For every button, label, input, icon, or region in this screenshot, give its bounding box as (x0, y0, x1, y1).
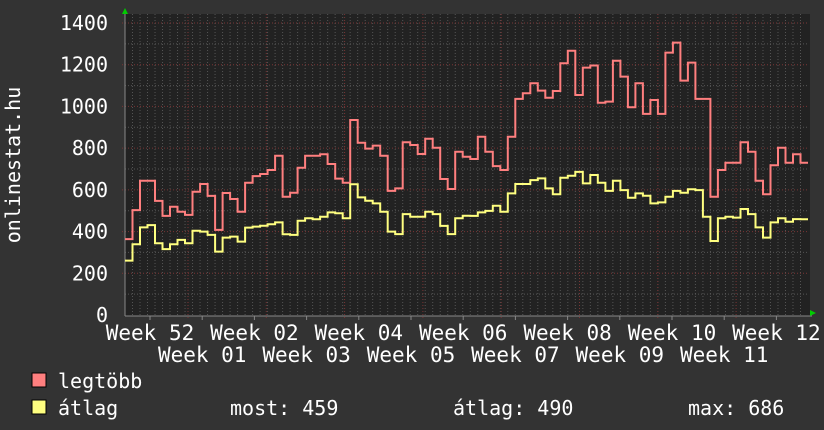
stat-atlag: átlag: 490 (453, 396, 573, 420)
y-axis-arrow-icon (122, 8, 128, 14)
y-tick-label: 1000 (60, 94, 108, 118)
series-line-legtobb (125, 41, 808, 241)
legend-label-atlag: átlag (58, 396, 118, 420)
y-tick-label: 0 (96, 303, 108, 327)
y-tick-label: 800 (72, 136, 108, 160)
x-tick-label: Week 11 (680, 343, 769, 367)
stat-most: most: 459 (230, 396, 338, 420)
x-tick-label: Week 07 (471, 343, 560, 367)
y-tick-label: 1400 (60, 11, 108, 35)
x-tick-label: Week 04 (315, 321, 404, 345)
legend-label-legtobb: legtöbb (58, 369, 142, 393)
x-tick-label: Week 06 (419, 321, 508, 345)
y-tick-label: 600 (72, 178, 108, 202)
x-tick-label: Week 09 (576, 343, 665, 367)
y-tick-label: 200 (72, 261, 108, 285)
y-tick-label: 1200 (60, 53, 108, 77)
y-tick-labels: 0 200 400 600 800 1000 1200 1400 (60, 11, 108, 327)
x-tick-label: Week 05 (367, 343, 456, 367)
x-tick-label: Week 03 (262, 343, 351, 367)
x-tick-label: Week 02 (210, 321, 299, 345)
plot-area (125, 14, 810, 316)
y-axis-label: onlinestat.hu (1, 87, 25, 244)
x-tick-label: Week 01 (158, 343, 247, 367)
series-line-atlag (125, 170, 808, 262)
series-group (125, 41, 808, 262)
x-tick-label: Week 12 (732, 321, 821, 345)
legend-swatch-legtobb (31, 372, 47, 388)
x-tick-label: Week 08 (523, 321, 612, 345)
legend-swatch-atlag (31, 399, 47, 415)
x-axis-arrow-icon (810, 310, 816, 316)
x-tick-label: Week 10 (628, 321, 717, 345)
legend: legtöbb átlag most: 459 átlag: 490 max: … (31, 369, 784, 420)
x-tick-label: Week 52 (106, 321, 195, 345)
stat-max: max: 686 (688, 396, 784, 420)
y-tick-label: 400 (72, 220, 108, 244)
